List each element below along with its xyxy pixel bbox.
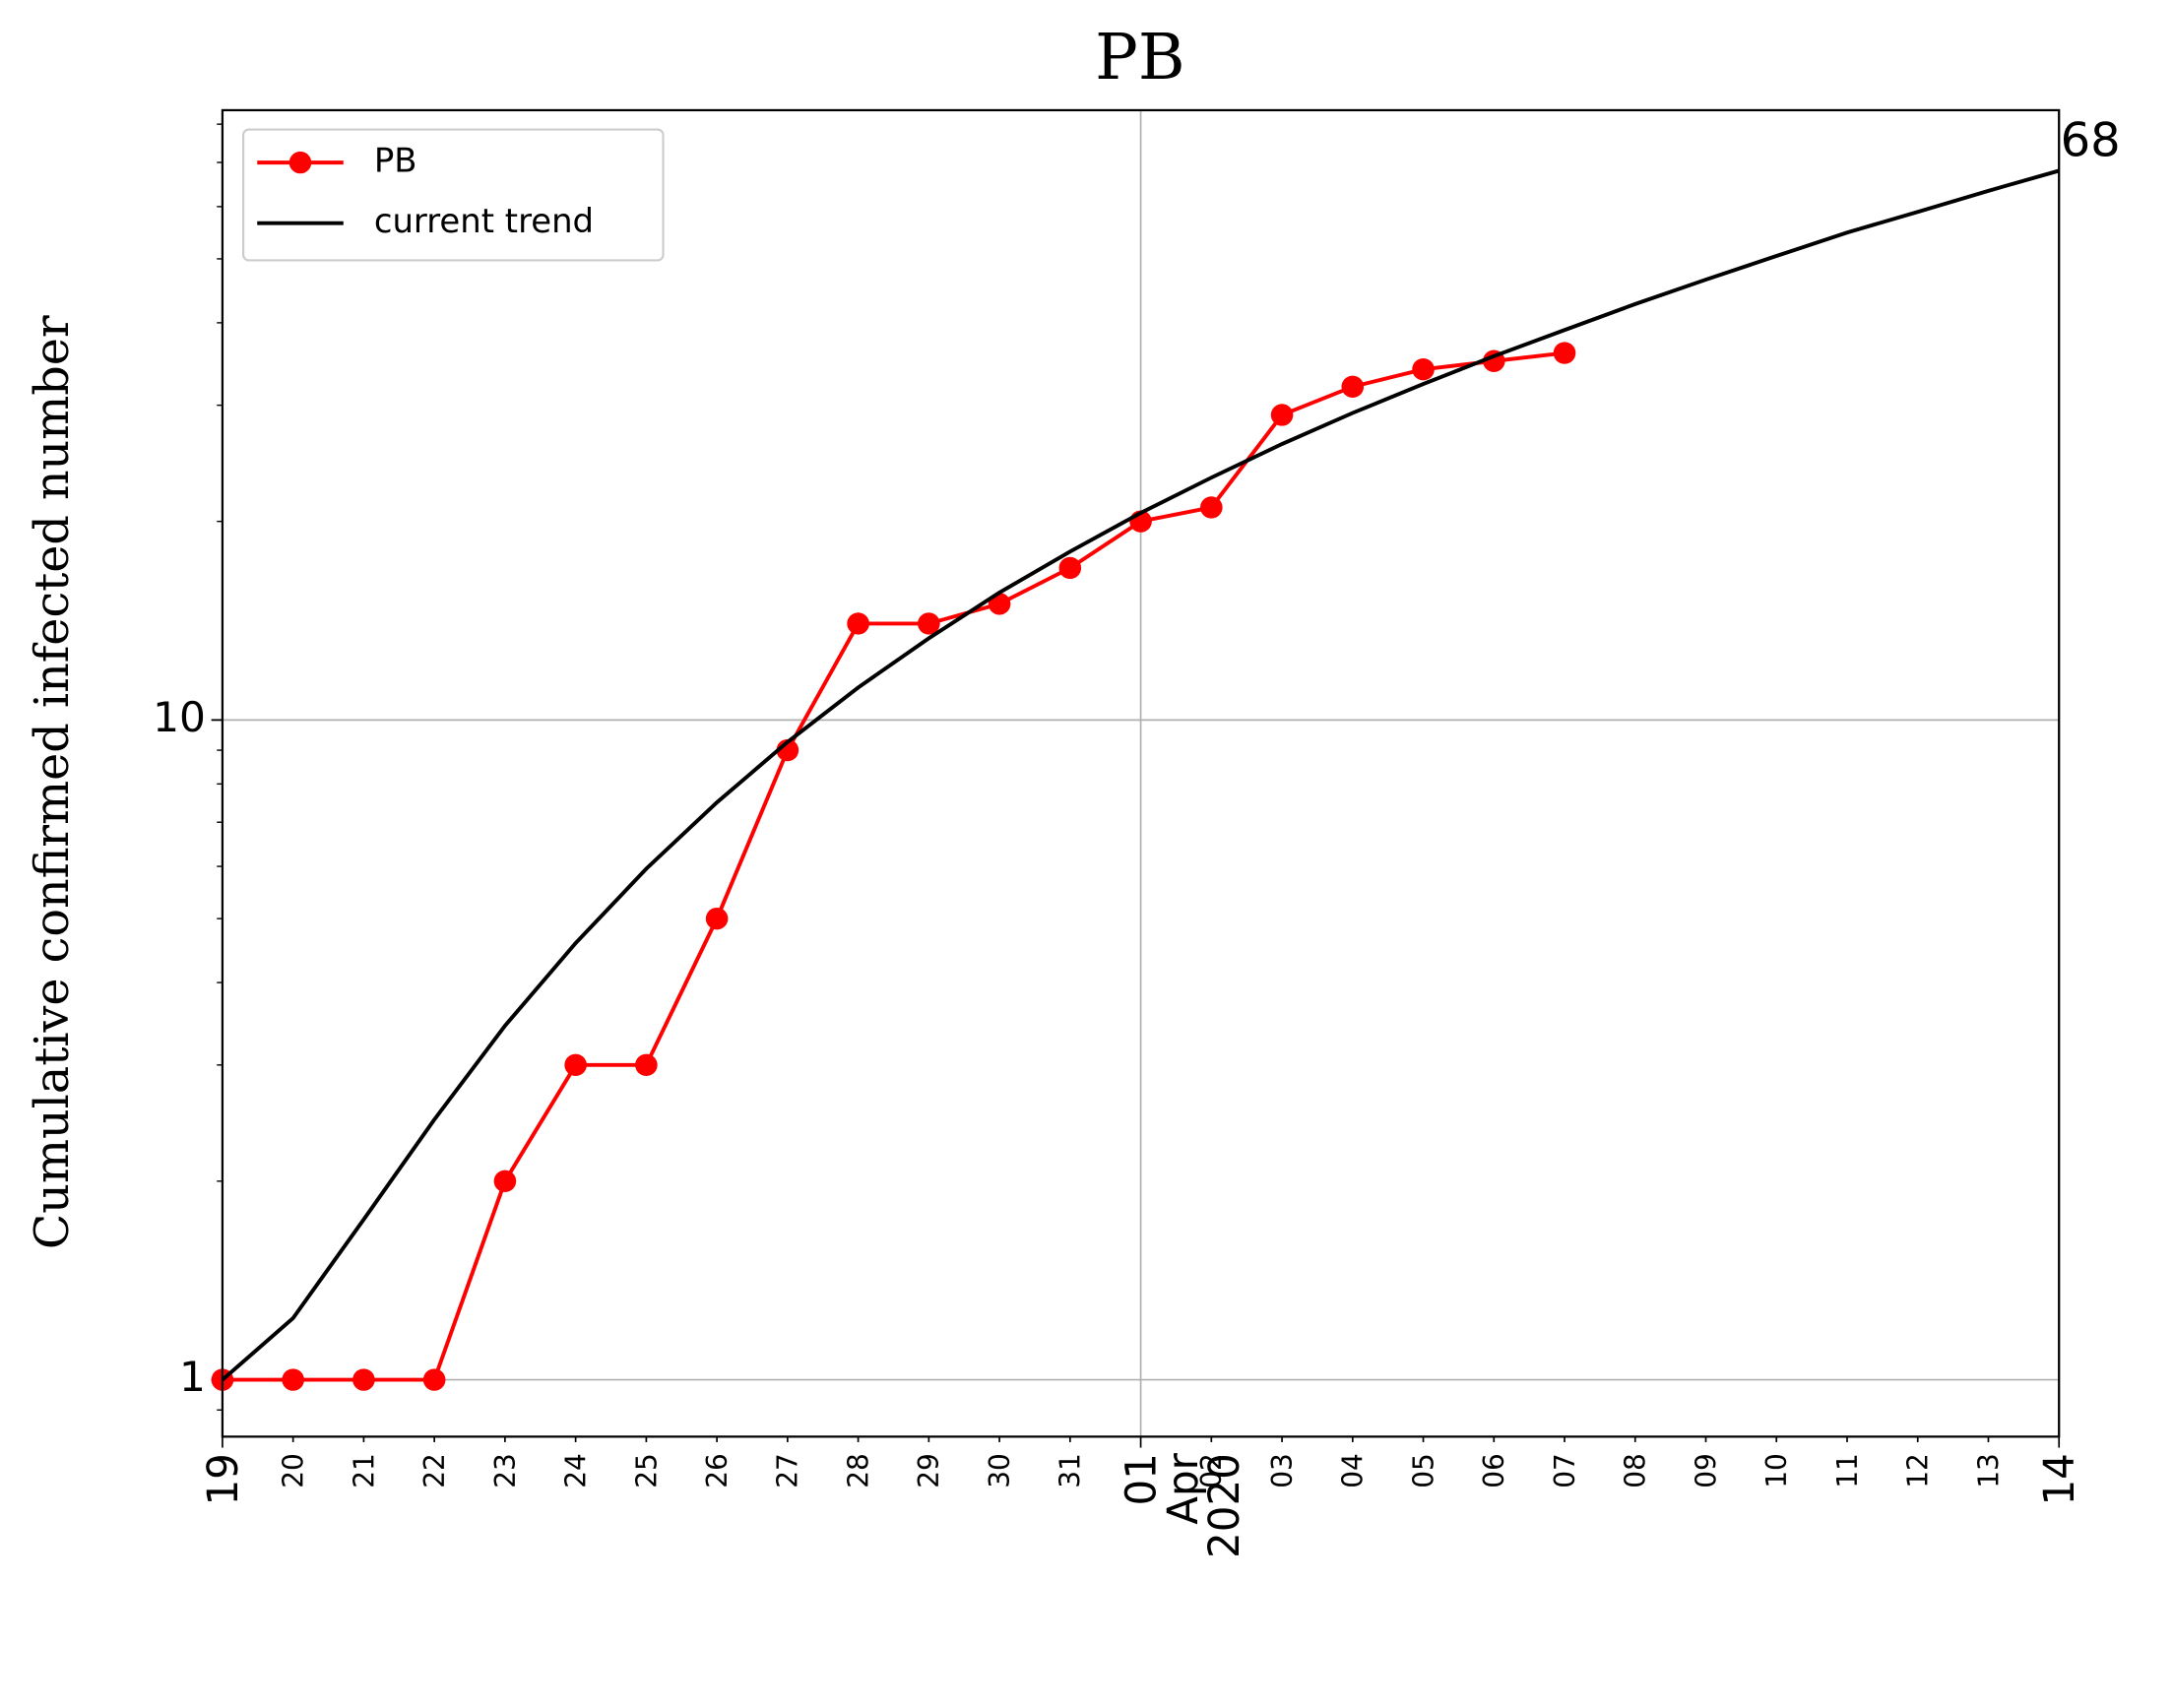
- x-tick-label: 12: [1901, 1453, 1934, 1488]
- x-tick-label: 01Apr2020: [1117, 1452, 1248, 1557]
- x-tick-label: 25: [630, 1453, 663, 1488]
- data-point: [635, 1053, 658, 1077]
- x-tick-label: 28: [842, 1453, 874, 1488]
- x-tick-label: 03: [1266, 1453, 1299, 1488]
- x-tick-label: 22: [418, 1453, 451, 1488]
- x-tick-label: 26: [701, 1453, 734, 1488]
- y-tick-label: 10: [153, 693, 206, 741]
- data-point: [493, 1170, 517, 1193]
- x-tick-label: 24: [559, 1453, 592, 1488]
- x-tick-label: 10: [1760, 1453, 1793, 1488]
- x-tick-label: 09: [1690, 1453, 1722, 1488]
- series-line: [222, 350, 1566, 1382]
- x-tick-label: 19: [199, 1453, 247, 1505]
- x-tick-label: 29: [913, 1453, 945, 1488]
- data-point: [1200, 496, 1223, 519]
- x-tick-label: 11: [1831, 1453, 1864, 1488]
- x-tick-label: 06: [1478, 1453, 1510, 1488]
- data-point: [1341, 375, 1365, 399]
- x-tick-label: 13: [1972, 1453, 2005, 1488]
- x-tick-label: 14: [2035, 1453, 2083, 1505]
- data-point: [1412, 357, 1435, 381]
- x-tick-label: 04: [1337, 1453, 1370, 1488]
- axes-frame: [221, 108, 2061, 1438]
- legend-marker: [288, 151, 312, 174]
- x-tick-label: 31: [1055, 1453, 1087, 1488]
- x-tick-label: 23: [489, 1453, 522, 1488]
- data-point: [918, 612, 940, 635]
- data-point: [847, 612, 869, 635]
- data-point: [282, 1368, 304, 1391]
- data-point: [564, 1053, 587, 1077]
- data-point: [1058, 556, 1082, 580]
- y-tick-label: 1: [179, 1353, 206, 1401]
- x-tick-label: 05: [1407, 1453, 1439, 1488]
- x-tick-label: 20: [277, 1453, 309, 1488]
- data-point: [1270, 404, 1294, 426]
- x-tick-label: 27: [772, 1453, 804, 1488]
- data-point: [705, 907, 729, 930]
- end-annotation: 68: [2061, 114, 2121, 168]
- chart-title: PB: [1095, 21, 1184, 95]
- x-tick-label: 08: [1620, 1453, 1652, 1488]
- x-tick-label: 21: [348, 1453, 380, 1488]
- legend-label: current trend: [374, 202, 594, 240]
- data-point: [352, 1368, 375, 1391]
- y-axis-label: Cumulative confirmed infected number: [26, 315, 80, 1249]
- data-point: [422, 1368, 446, 1391]
- legend-label: PB: [374, 142, 417, 180]
- x-tick-label: 02: [1195, 1453, 1228, 1488]
- series-line: [221, 168, 2060, 1382]
- x-tick-label: 30: [984, 1453, 1016, 1488]
- legend-box: [242, 128, 665, 262]
- data-point: [1553, 342, 1576, 364]
- x-tick-label: 07: [1549, 1453, 1581, 1488]
